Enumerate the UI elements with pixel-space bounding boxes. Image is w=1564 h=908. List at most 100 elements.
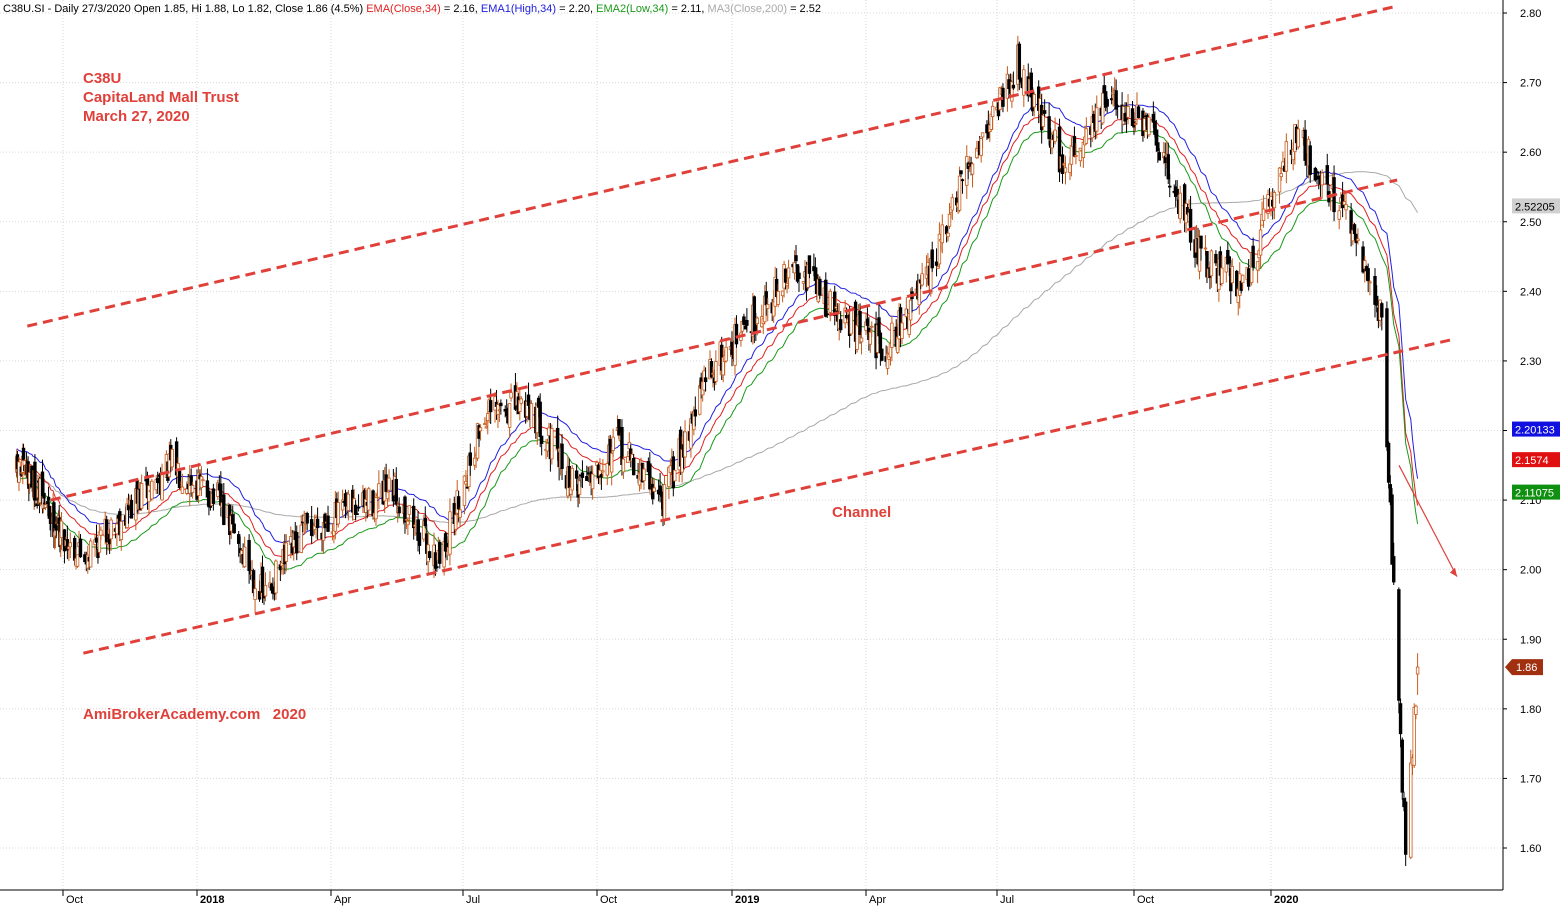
candle-body — [364, 498, 368, 513]
candle-body — [305, 513, 309, 524]
candle-body — [1340, 194, 1345, 209]
candle-body — [1400, 739, 1404, 793]
candle-body — [930, 249, 934, 269]
candle-body — [406, 520, 410, 526]
candle-body — [435, 566, 439, 569]
indicator-value-label: 2.52205 — [1515, 201, 1555, 213]
candle-body — [185, 488, 189, 494]
candle-body — [208, 505, 213, 508]
candle-body — [580, 472, 585, 478]
candle-body — [631, 457, 636, 476]
y-tick-label: 2.80 — [1520, 8, 1541, 20]
candle-body — [1349, 210, 1353, 234]
candle-body — [934, 261, 939, 266]
candle-body — [33, 461, 37, 501]
candle-body — [488, 400, 493, 413]
candle-body — [947, 213, 952, 227]
candle-body — [1390, 494, 1394, 565]
candle-body — [242, 546, 247, 568]
candle-body — [895, 336, 900, 353]
candle-body — [807, 255, 812, 274]
candle-body — [367, 488, 371, 511]
candle-body — [454, 514, 458, 530]
candle-body — [509, 392, 513, 399]
candle-body — [658, 485, 662, 495]
candle-body — [724, 346, 728, 362]
candle-body — [601, 470, 605, 473]
last-price-tag — [1505, 659, 1543, 676]
candle-body — [859, 337, 864, 343]
candle-body — [766, 304, 770, 309]
candle-body — [1136, 106, 1141, 119]
x-tick-label: 2018 — [200, 894, 224, 906]
candle-body — [950, 197, 955, 211]
candle-body — [1354, 233, 1358, 244]
indicator-value-tag — [1512, 484, 1560, 500]
candle-body — [1147, 116, 1151, 136]
candle-body — [870, 325, 874, 328]
candle-body — [139, 483, 144, 509]
candle-body — [1392, 556, 1396, 583]
candle-body — [371, 490, 375, 517]
candle-body — [1279, 173, 1283, 178]
candle-body — [834, 306, 838, 309]
candle-body — [43, 502, 47, 505]
candle-body — [1368, 281, 1372, 284]
candle-body — [535, 405, 539, 434]
candle-body — [824, 279, 828, 317]
candle-body — [577, 480, 582, 495]
candle-body — [1214, 253, 1218, 264]
candle-body — [1011, 84, 1016, 89]
candle-body — [417, 532, 422, 546]
candle-body — [944, 226, 949, 235]
candle-body — [1363, 260, 1367, 270]
candle-body — [94, 537, 99, 543]
annotation-date: March 27, 2020 — [83, 108, 190, 125]
candle-body — [46, 496, 51, 501]
candle-body — [385, 491, 390, 499]
candle-body — [545, 442, 550, 452]
candle-body — [1074, 155, 1078, 157]
candle-body — [468, 452, 472, 466]
y-tick-label: 1.90 — [1520, 634, 1541, 646]
candle-body — [1068, 163, 1072, 174]
candle-body — [336, 502, 340, 525]
candle-body — [72, 537, 77, 561]
header-part: EMA2(Low,34) — [596, 3, 668, 15]
candle-body — [786, 267, 791, 279]
candle-body — [109, 519, 113, 540]
x-tick-label: Jul — [1000, 894, 1014, 906]
candle-body — [1063, 167, 1068, 173]
candle-body — [652, 487, 656, 492]
candle-body — [47, 505, 52, 519]
candle-body — [1325, 165, 1329, 185]
candle-body — [403, 496, 407, 523]
x-axis: Oct 2018 Apr Jul Oct 2019 Apr Jul Oct 2020 — [62, 890, 1298, 906]
candle-body — [730, 341, 734, 355]
candle-body — [343, 493, 348, 507]
candle-body — [323, 513, 327, 529]
candle-body — [1255, 261, 1260, 271]
candle-body — [742, 316, 746, 325]
candle-body — [129, 499, 134, 519]
candle-body — [384, 474, 388, 492]
indicator-value-label: 2.1574 — [1515, 455, 1549, 467]
candle-body — [427, 551, 432, 559]
candle-body — [119, 521, 123, 540]
candle-body — [908, 299, 913, 321]
candle-body — [959, 170, 963, 175]
candle-body — [668, 465, 673, 473]
candle-body — [472, 457, 477, 466]
candle-body — [1126, 106, 1130, 118]
candle-body — [1403, 801, 1408, 855]
x-tick-label: Apr — [869, 894, 886, 906]
candle-body — [263, 585, 268, 597]
candle-body — [1344, 204, 1348, 211]
candle-body — [642, 468, 646, 482]
chart-header: C38U.SI - Daily 27/3/2020 Open 1.85, Hi … — [3, 3, 821, 15]
candle-body — [448, 511, 452, 555]
candle-body — [1315, 171, 1319, 174]
candle-body — [155, 478, 160, 483]
candle-body — [22, 460, 26, 466]
